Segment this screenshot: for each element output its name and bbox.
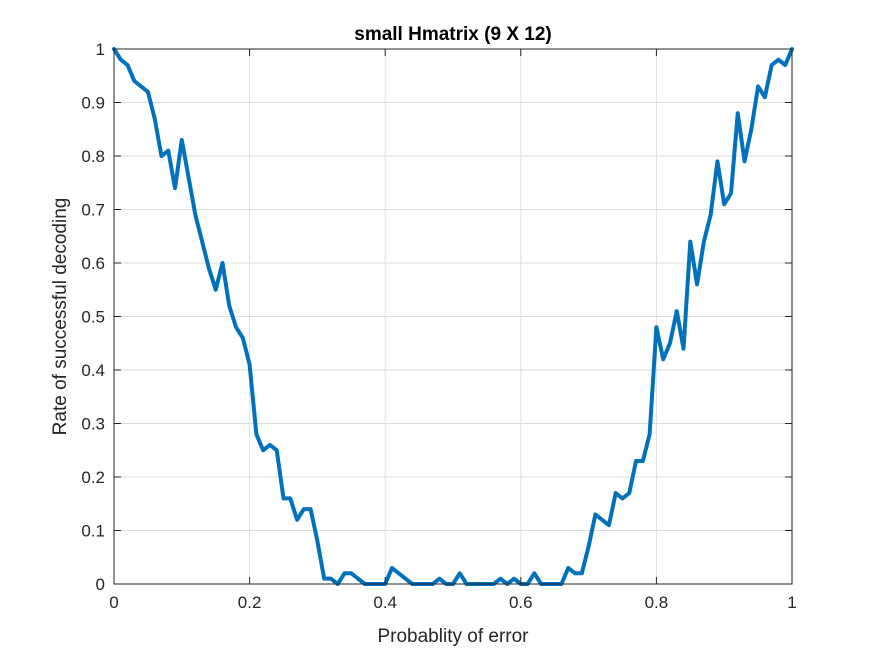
y-axis-label: Rate of successful decoding bbox=[50, 198, 71, 436]
y-tick-label: 0.4 bbox=[81, 361, 105, 380]
x-tick-label: 0.4 bbox=[373, 593, 397, 612]
x-tick-label: 0.8 bbox=[645, 593, 669, 612]
x-axis-ticks: 0 0.2 0.4 0.6 0.8 1 bbox=[109, 49, 797, 612]
x-tick-label: 0.6 bbox=[509, 593, 533, 612]
y-tick-label: 0.6 bbox=[81, 254, 105, 273]
x-tick-label: 1 bbox=[787, 593, 796, 612]
chart-title: small Hmatrix (9 X 12) bbox=[354, 24, 551, 45]
y-tick-label: 0.3 bbox=[81, 415, 105, 434]
y-tick-label: 0.9 bbox=[81, 94, 105, 113]
y-axis-ticks: 0 0.1 0.2 0.3 0.4 0.5 0.6 0.7 0.8 0.9 1 bbox=[81, 40, 792, 594]
x-tick-label: 0.2 bbox=[238, 593, 262, 612]
y-tick-label: 0.8 bbox=[81, 147, 105, 166]
y-tick-label: 0 bbox=[96, 575, 105, 594]
y-tick-label: 0.5 bbox=[81, 308, 105, 327]
y-tick-label: 0.7 bbox=[81, 201, 105, 220]
y-tick-label: 0.2 bbox=[81, 468, 105, 487]
x-tick-label: 0 bbox=[109, 593, 118, 612]
x-axis-label: Probablity of error bbox=[377, 626, 529, 647]
y-tick-label: 1 bbox=[96, 40, 105, 59]
y-tick-label: 0.1 bbox=[81, 522, 105, 541]
